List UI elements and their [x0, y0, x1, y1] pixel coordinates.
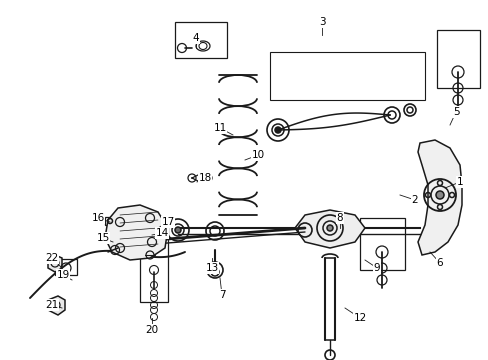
Circle shape	[326, 225, 332, 231]
Text: 7: 7	[218, 290, 225, 300]
Text: 15: 15	[96, 233, 109, 243]
Text: 2: 2	[411, 195, 417, 205]
Text: 6: 6	[436, 258, 443, 268]
Polygon shape	[294, 210, 364, 248]
Text: 21: 21	[45, 300, 59, 310]
Text: 19: 19	[56, 270, 69, 280]
Circle shape	[435, 191, 443, 199]
Bar	[55, 259, 77, 275]
Text: 20: 20	[145, 325, 158, 335]
Text: 1: 1	[456, 177, 462, 187]
Text: 5: 5	[452, 107, 458, 117]
Text: 18: 18	[198, 173, 211, 183]
Polygon shape	[48, 255, 62, 272]
Polygon shape	[48, 296, 65, 315]
Bar	[140, 224, 168, 302]
Circle shape	[175, 227, 181, 233]
Text: 16: 16	[91, 213, 104, 223]
Text: 22: 22	[45, 253, 59, 263]
Bar	[175, 22, 226, 58]
Text: 3: 3	[318, 17, 325, 27]
Bar	[105, 217, 114, 225]
Bar	[269, 52, 424, 100]
Bar	[359, 218, 404, 270]
Text: 17: 17	[161, 217, 174, 227]
Text: 4: 4	[192, 33, 199, 43]
Polygon shape	[105, 205, 168, 260]
Text: 9: 9	[373, 263, 380, 273]
Circle shape	[274, 127, 281, 133]
Polygon shape	[417, 140, 461, 255]
Bar	[436, 30, 479, 88]
Text: 13: 13	[205, 263, 218, 273]
Text: 14: 14	[155, 228, 168, 238]
Text: 11: 11	[213, 123, 226, 133]
Text: 10: 10	[251, 150, 264, 160]
Text: 12: 12	[353, 313, 366, 323]
Text: 8: 8	[336, 213, 343, 223]
